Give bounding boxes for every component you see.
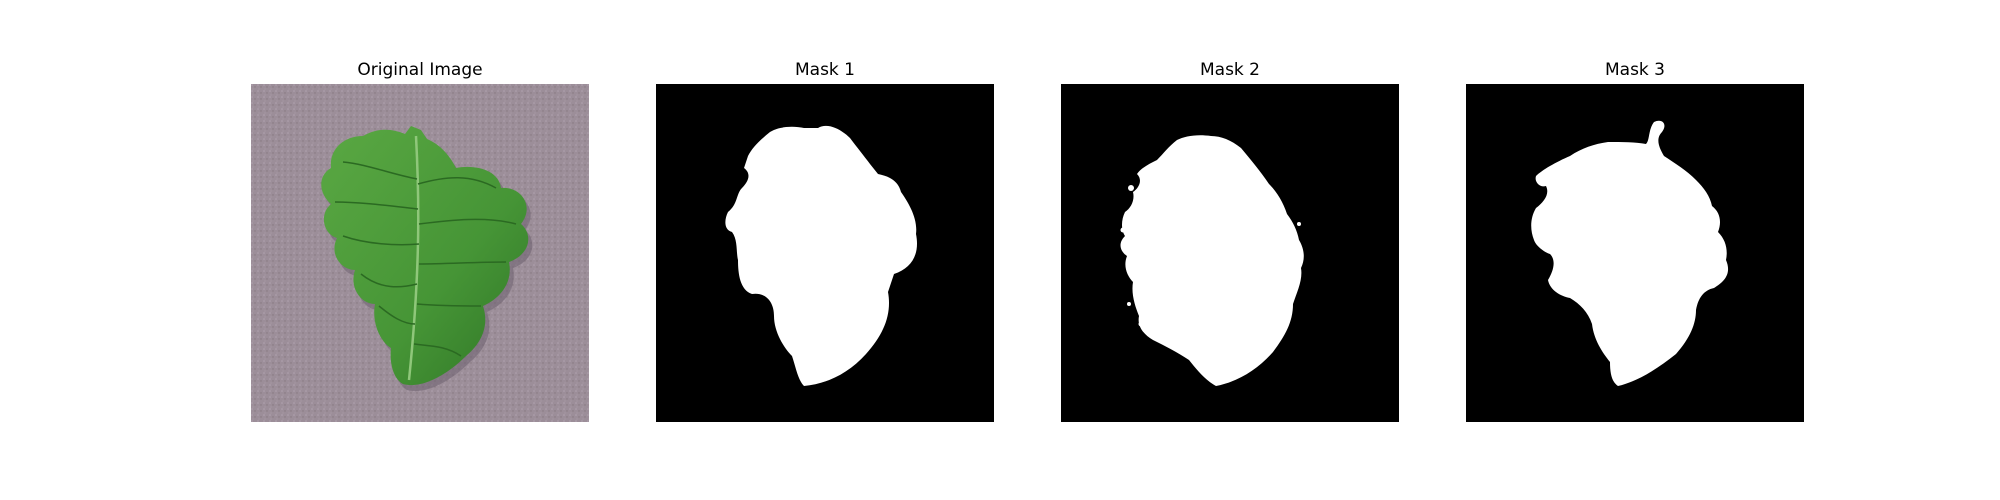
mask-1-graphic xyxy=(656,84,994,422)
panel-title: Original Image xyxy=(357,60,483,80)
panel-title: Mask 3 xyxy=(1604,60,1665,80)
mask-1-panel: Mask 1 xyxy=(656,58,994,424)
mask-1-region xyxy=(725,125,918,386)
mask-2-region xyxy=(1120,135,1304,386)
original-image-panel: Original Image xyxy=(251,58,589,424)
mask-3-graphic xyxy=(1466,84,1804,422)
leaf-photo-graphic xyxy=(251,84,589,422)
mask-3-image xyxy=(1466,84,1804,422)
mask-2-graphic xyxy=(1061,84,1399,422)
mask-3-region xyxy=(1531,120,1729,386)
mask-2-panel: Mask 2 xyxy=(1061,58,1399,424)
original-leaf-photo xyxy=(251,84,589,422)
leaf-shape xyxy=(321,126,529,386)
mask-1-image xyxy=(656,84,994,422)
mask-3-panel: Mask 3 xyxy=(1466,58,1804,424)
mask-2-image xyxy=(1061,84,1399,422)
panel-title: Mask 1 xyxy=(794,60,855,80)
panel-title: Mask 2 xyxy=(1199,60,1260,80)
